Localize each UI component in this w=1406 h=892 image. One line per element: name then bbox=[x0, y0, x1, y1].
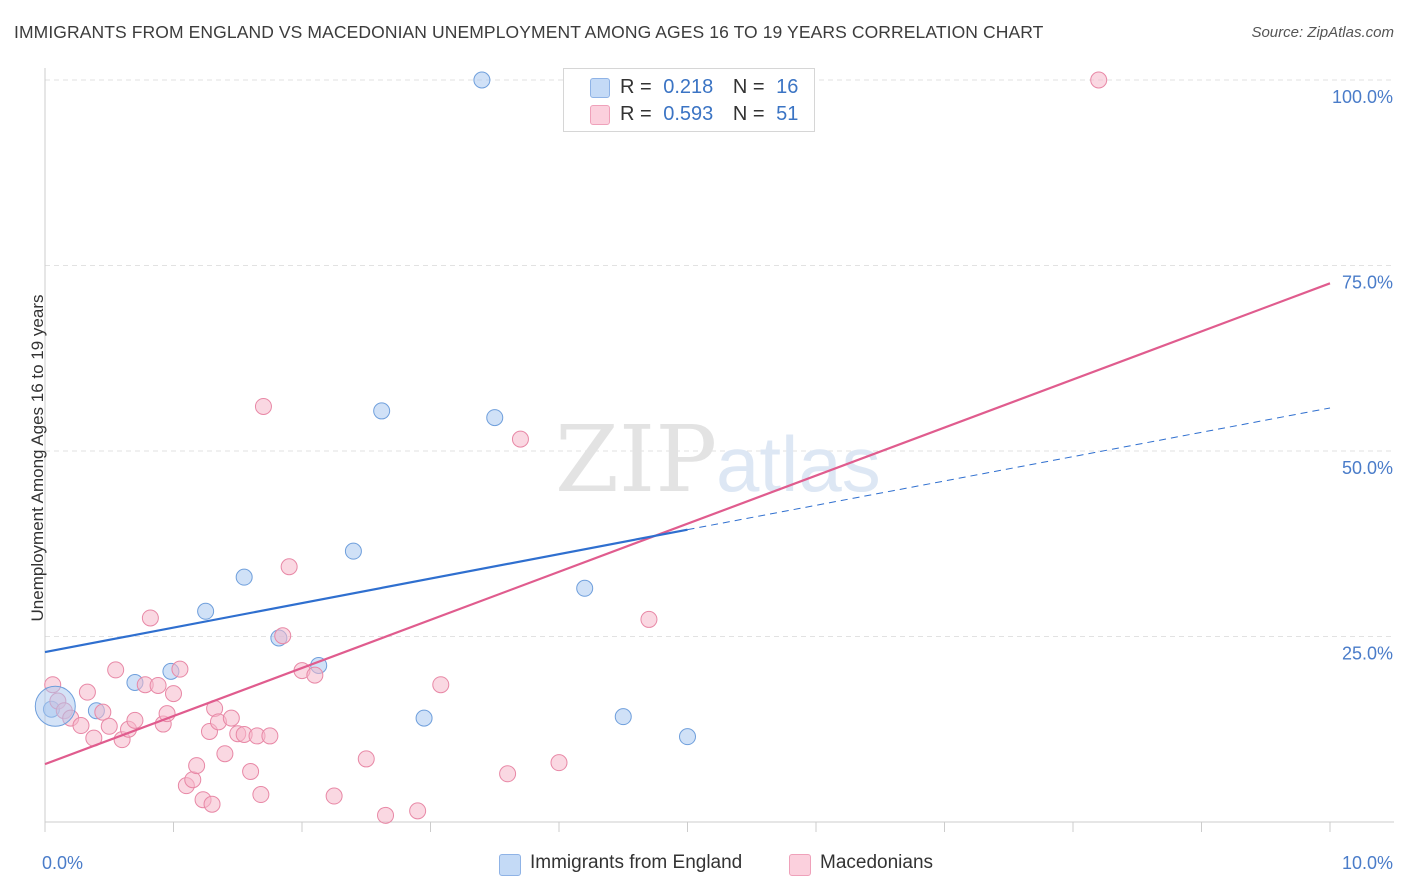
england-trend-line bbox=[44, 528, 688, 654]
macedonian-point bbox=[242, 763, 260, 781]
legend-swatch-macedonians bbox=[590, 105, 610, 125]
watermark-zip: ZIP bbox=[555, 406, 717, 513]
r-value-macedonians: 0.593 bbox=[663, 103, 714, 125]
n-value-macedonians: 51 bbox=[776, 103, 799, 125]
england-point bbox=[473, 71, 491, 89]
macedonian-point bbox=[357, 750, 375, 768]
r-label: R = bbox=[620, 103, 652, 125]
macedonian-point bbox=[1090, 71, 1108, 89]
n-value-england: 16 bbox=[776, 76, 799, 98]
macedonian-point bbox=[325, 787, 343, 805]
macedonian-point bbox=[141, 609, 159, 627]
r-label: R = bbox=[620, 76, 652, 98]
series-legend: Immigrants from England Macedonians bbox=[0, 852, 1406, 878]
legend-swatch-england bbox=[590, 78, 610, 98]
macedonian-point bbox=[165, 685, 182, 703]
england-point bbox=[373, 402, 391, 420]
macedonian-point bbox=[78, 683, 96, 701]
n-label: N = bbox=[732, 76, 765, 98]
england-point bbox=[576, 579, 594, 597]
macedonian-point bbox=[72, 717, 90, 735]
macedonian-point bbox=[149, 676, 167, 694]
macedonian-point bbox=[409, 802, 427, 820]
tick-labels: 25.0% 50.0% 75.0% 100.0% 0.0% 10.0% bbox=[42, 87, 1393, 873]
macedonians-trend-line bbox=[44, 282, 1331, 766]
macedonian-point bbox=[640, 610, 658, 628]
y-tick-label: 75.0% bbox=[1342, 273, 1393, 293]
england-point bbox=[486, 409, 504, 427]
macedonian-point bbox=[222, 709, 240, 727]
macedonian-point bbox=[203, 795, 221, 813]
macedonian-point bbox=[306, 666, 324, 684]
macedonian-point bbox=[377, 806, 395, 824]
england-point bbox=[679, 728, 696, 746]
y-tick-label: 50.0% bbox=[1342, 458, 1393, 478]
macedonian-point bbox=[171, 660, 189, 678]
macedonian-point bbox=[100, 717, 118, 735]
watermark: ZIP atlas bbox=[555, 406, 881, 513]
macedonian-point bbox=[261, 727, 279, 745]
y-tick-label: 100.0% bbox=[1332, 87, 1393, 107]
trend-lines bbox=[44, 282, 1331, 766]
england-point bbox=[614, 708, 632, 726]
macedonian-point bbox=[432, 676, 450, 694]
legend-swatch-england bbox=[499, 854, 521, 876]
legend-label-macedonians: Macedonians bbox=[820, 852, 934, 873]
macedonian-point bbox=[511, 430, 529, 448]
macedonian-point bbox=[216, 745, 234, 763]
y-tick-label: 25.0% bbox=[1342, 644, 1393, 664]
macedonian-point bbox=[126, 711, 144, 729]
x-tick-label: 10.0% bbox=[1342, 853, 1393, 873]
source-label: Source: ZipAtlas.com bbox=[1251, 24, 1394, 41]
y-axis-label: Unemployment Among Ages 16 to 19 years bbox=[28, 294, 47, 622]
chart-title: IMMIGRANTS FROM ENGLAND VS MACEDONIAN UN… bbox=[14, 22, 1044, 42]
england-cluster-point bbox=[34, 685, 76, 727]
legend-label-england: Immigrants from England bbox=[530, 852, 743, 873]
macedonian-point bbox=[254, 397, 272, 415]
macedonian-point bbox=[550, 754, 568, 772]
macedonian-point bbox=[188, 757, 206, 775]
r-value-england: 0.218 bbox=[663, 76, 714, 98]
macedonian-point bbox=[184, 771, 202, 789]
n-label: N = bbox=[732, 103, 765, 125]
england-point bbox=[235, 568, 253, 586]
gridlines bbox=[45, 79, 1394, 637]
england-point bbox=[197, 602, 215, 620]
data-points bbox=[34, 71, 1108, 824]
legend-swatch-macedonians bbox=[789, 854, 811, 876]
macedonian-point bbox=[280, 558, 298, 576]
macedonian-point bbox=[107, 661, 125, 679]
england-point bbox=[415, 709, 433, 727]
macedonian-point bbox=[252, 786, 270, 804]
correlation-legend: R = 0.218 N = 16 R = 0.593 N = 51 bbox=[563, 68, 815, 132]
x-tick-label: 0.0% bbox=[42, 853, 83, 873]
macedonian-point bbox=[274, 627, 292, 645]
macedonian-point bbox=[499, 765, 517, 783]
macedonian-point bbox=[94, 703, 112, 721]
england-trend-extension bbox=[687, 407, 1331, 531]
watermark-atlas: atlas bbox=[716, 420, 881, 508]
england-point bbox=[344, 542, 362, 560]
